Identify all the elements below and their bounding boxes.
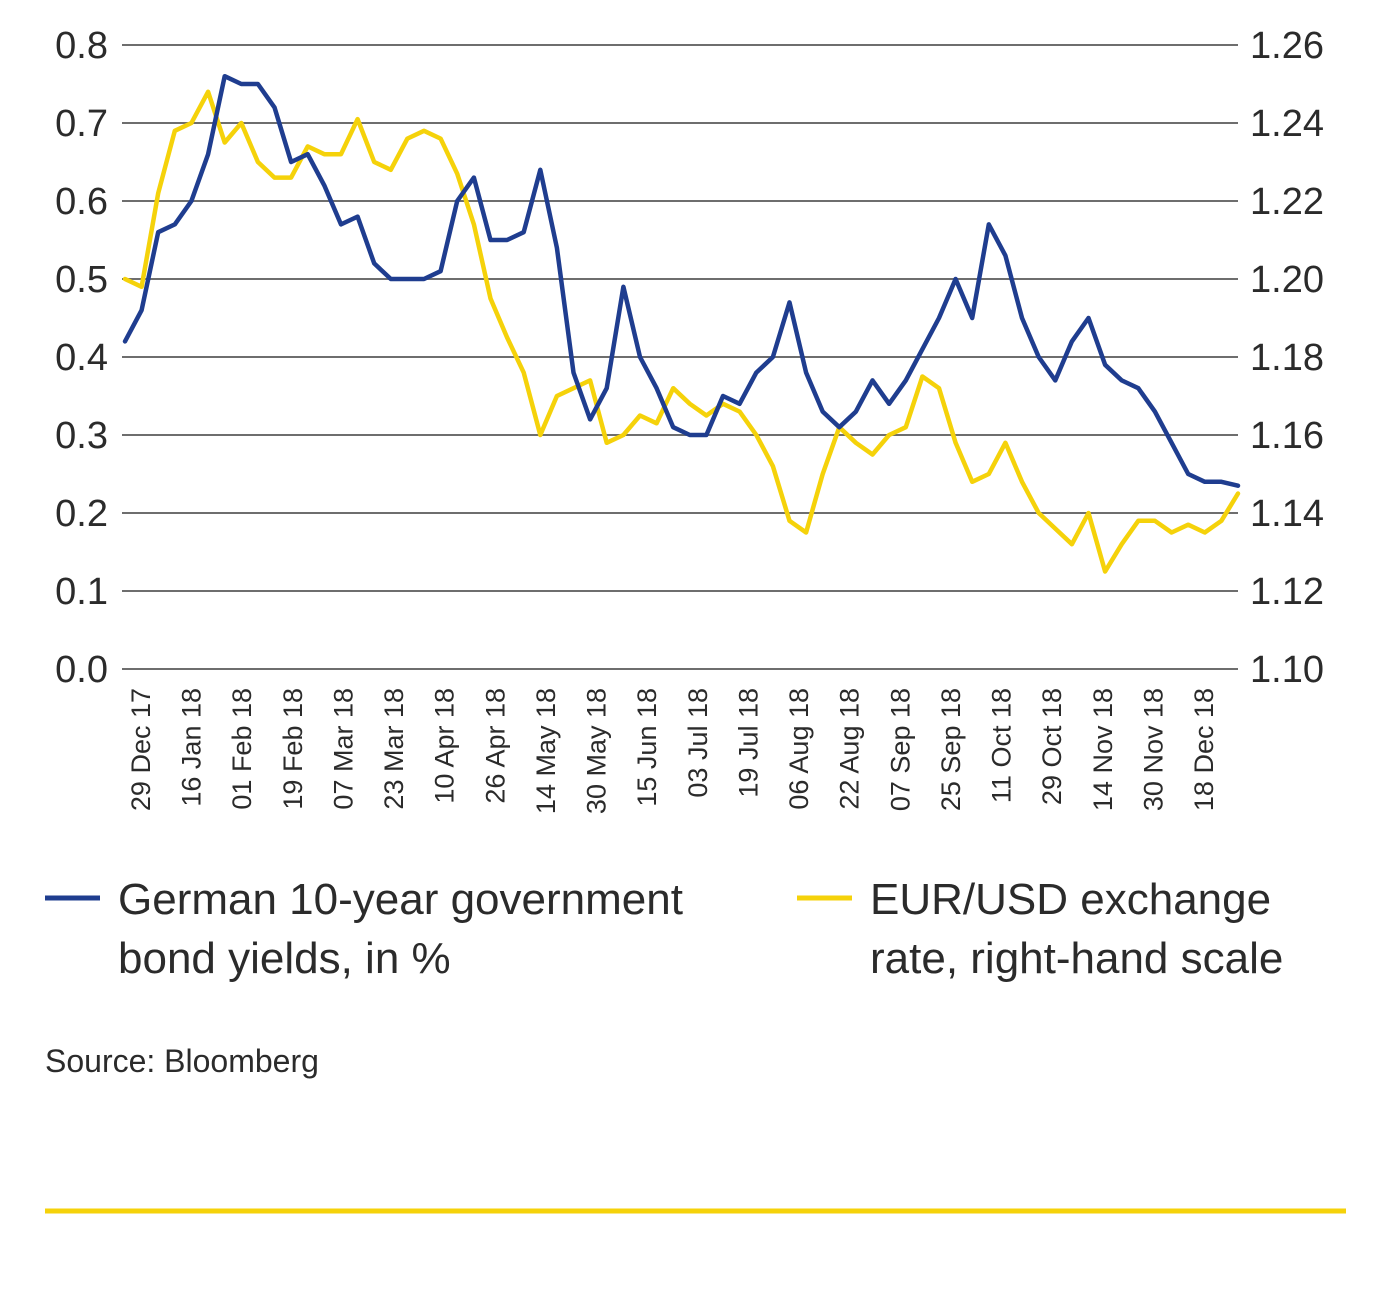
left-axis-ticks: 0.0 0.1 0.2 0.3 0.4 0.5 0.6 0.7 0.8 [55,25,108,691]
x-tick-label: 19 Jul 18 [733,688,763,798]
left-tick-label: 0.3 [55,415,108,457]
right-tick-label: 1.10 [1250,649,1324,691]
x-tick-label: 30 May 18 [582,688,612,814]
x-tick: 07 Mar 18 [328,688,358,810]
left-tick-label: 0.4 [55,337,108,379]
x-tick: 06 Aug 18 [784,688,814,810]
x-tick-label: 26 Apr 18 [480,688,510,804]
x-tick: 10 Apr 18 [430,688,460,804]
x-tick: 14 Nov 18 [1088,688,1118,811]
x-tick-label: 30 Nov 18 [1138,688,1168,811]
x-tick-label: 07 Mar 18 [328,688,358,810]
x-tick: 15 Jun 18 [632,688,662,807]
x-tick: 25 Sep 18 [936,688,966,811]
x-tick: 01 Feb 18 [227,688,257,810]
x-tick-label: 19 Feb 18 [278,688,308,810]
left-tick-label: 0.6 [55,181,108,223]
legend-label-eurusd-line2: rate, right-hand scale [870,934,1283,983]
x-tick-label: 03 Jul 18 [683,688,713,798]
x-tick: 29 Oct 18 [1037,688,1067,805]
legend: German 10-year government bond yields, i… [45,875,1283,983]
x-tick-label: 14 Nov 18 [1088,688,1118,811]
left-tick-label: 0.1 [55,571,108,613]
x-tick: 18 Dec 18 [1189,688,1219,811]
x-tick-label: 29 Oct 18 [1037,688,1067,805]
legend-label-bond-yields-line1: German 10-year government [118,875,683,924]
x-tick-label: 07 Sep 18 [885,688,915,811]
x-tick: 11 Oct 18 [987,688,1017,803]
x-tick: 23 Mar 18 [379,688,409,810]
x-tick: 22 Aug 18 [835,688,865,810]
x-tick-label: 29 Dec 17 [126,688,156,811]
right-tick-label: 1.18 [1250,337,1324,379]
left-tick-label: 0.7 [55,103,108,145]
x-tick: 30 Nov 18 [1138,688,1168,811]
right-tick-label: 1.20 [1250,259,1324,301]
x-tick-label: 06 Aug 18 [784,688,814,810]
grid-lines [122,44,1238,670]
x-tick-label: 16 Jan 18 [177,688,207,807]
x-tick-label: 14 May 18 [531,688,561,814]
left-tick-label: 0.0 [55,649,108,691]
right-tick-label: 1.22 [1250,181,1324,223]
series-line-eurusd [122,89,1241,574]
x-tick-label: 25 Sep 18 [936,688,966,811]
x-tick: 26 Apr 18 [480,688,510,804]
x-tick: 16 Jan 18 [177,688,207,807]
x-tick: 19 Feb 18 [278,688,308,810]
source-note: Source: Bloomberg [45,1043,319,1079]
legend-label-bond-yields-line2: bond yields, in % [118,934,451,983]
right-tick-label: 1.12 [1250,571,1324,613]
right-tick-label: 1.26 [1250,25,1324,67]
x-tick-label: 22 Aug 18 [835,688,865,810]
x-tick: 03 Jul 18 [683,688,713,798]
x-tick: 29 Dec 17 [126,688,156,811]
x-tick: 07 Sep 18 [885,688,915,811]
x-tick-label: 10 Apr 18 [430,688,460,804]
series-lines [122,73,1241,574]
right-tick-label: 1.16 [1250,415,1324,457]
left-tick-label: 0.2 [55,493,108,535]
x-tick-label: 01 Feb 18 [227,688,257,810]
series-line-bond-yields [122,73,1241,488]
x-axis-ticks: 29 Dec 17 16 Jan 18 01 Feb 18 19 Feb 18 07 M… [126,688,1219,814]
x-tick: 30 May 18 [582,688,612,814]
right-tick-label: 1.24 [1250,103,1324,145]
x-tick: 14 May 18 [531,688,561,814]
x-tick: 19 Jul 18 [733,688,763,798]
legend-label-bond-yields: German 10-year government bond yields, i… [118,875,695,983]
x-tick-label: 15 Jun 18 [632,688,662,807]
x-tick-label: 11 Oct 18 [987,688,1017,803]
left-tick-label: 0.5 [55,259,108,301]
legend-label-eurusd-line1: EUR/USD exchange [870,875,1271,924]
x-tick-label: 23 Mar 18 [379,688,409,810]
right-axis-ticks: 1.10 1.12 1.14 1.16 1.18 1.20 1.22 1.24 1.26 [1250,25,1324,691]
right-tick-label: 1.14 [1250,493,1324,535]
left-tick-label: 0.8 [55,25,108,67]
legend-label-eurusd: EUR/USD exchange rate, right-hand scale [870,875,1283,983]
x-tick-label: 18 Dec 18 [1189,688,1219,811]
